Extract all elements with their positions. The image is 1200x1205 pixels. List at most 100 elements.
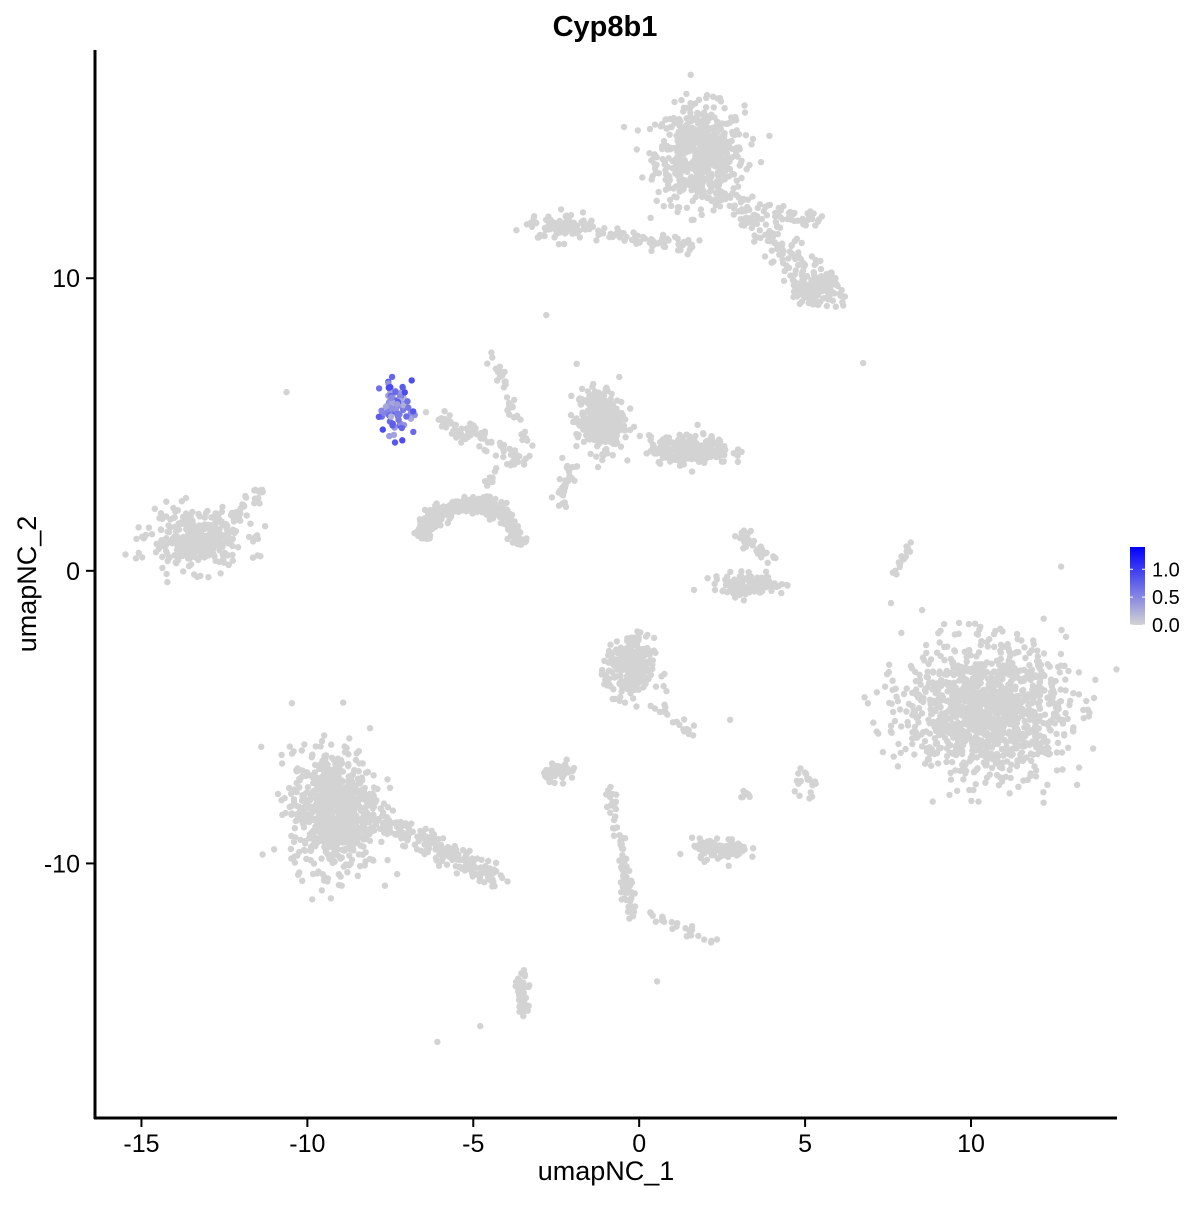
cell-point <box>252 486 259 493</box>
cell-point <box>122 551 129 558</box>
cell-point <box>755 580 762 588</box>
cell-point <box>679 459 686 466</box>
cell-point <box>723 573 731 580</box>
cell-point <box>889 708 897 716</box>
cell-point <box>947 655 955 663</box>
cell-point <box>795 249 802 256</box>
cell-point <box>1039 738 1046 746</box>
cell-point <box>428 525 436 533</box>
cell-point <box>568 474 575 482</box>
cell-point <box>689 178 697 185</box>
cell-point <box>219 503 226 511</box>
cell-point <box>330 805 338 813</box>
cell-point <box>562 482 569 489</box>
cell-point <box>368 803 375 810</box>
cell-point <box>1075 669 1083 676</box>
cell-point <box>696 118 703 125</box>
cell-point <box>651 121 659 128</box>
cell-point <box>616 373 623 381</box>
cell-point <box>301 840 309 847</box>
cell-point <box>744 530 752 537</box>
cell-point <box>558 223 566 230</box>
cell-point <box>135 549 142 557</box>
cell-point <box>706 139 713 146</box>
cell-point <box>988 660 995 667</box>
cell-point <box>319 786 327 794</box>
cell-point <box>955 619 963 627</box>
cell-point <box>690 722 698 729</box>
cell-point <box>984 718 991 725</box>
cell-point <box>677 437 685 444</box>
cell-point <box>666 196 674 204</box>
cell-point <box>650 647 657 654</box>
cell-point <box>614 225 621 232</box>
cell-point <box>255 494 262 502</box>
cell-point <box>621 699 629 706</box>
cell-point <box>973 766 980 774</box>
cell-point <box>651 450 658 457</box>
cell-point <box>660 137 668 145</box>
cell-point <box>494 377 501 384</box>
cell-point <box>1027 770 1034 777</box>
cell-point <box>1006 790 1013 797</box>
cell-point <box>954 787 961 794</box>
cell-point <box>333 845 341 852</box>
cell-point <box>484 360 491 367</box>
cell-point <box>500 445 507 453</box>
cell-point <box>340 821 348 829</box>
cell-point <box>317 743 324 750</box>
cell-point <box>972 733 979 740</box>
cell-point <box>762 584 769 591</box>
cell-point <box>362 849 369 856</box>
cell-point <box>795 261 802 269</box>
cell-point <box>585 397 593 405</box>
cell-point <box>362 803 370 810</box>
cell-point <box>956 695 963 702</box>
cell-point <box>671 98 678 106</box>
cell-point <box>800 283 808 291</box>
cell-point <box>356 862 364 870</box>
cell-point <box>596 403 603 410</box>
cell-point <box>778 241 786 249</box>
cell-point <box>911 751 918 758</box>
cell-point <box>987 754 994 761</box>
cell-point <box>1047 680 1055 687</box>
cell-point <box>647 214 654 221</box>
cell-point <box>938 697 946 704</box>
cell-point <box>1085 713 1093 720</box>
cell-point <box>565 216 573 224</box>
cell-point <box>710 93 717 100</box>
cell-point <box>622 659 630 666</box>
cell-point <box>334 829 342 836</box>
cell-point <box>601 225 608 232</box>
cell-point <box>1069 726 1077 733</box>
cell-point <box>343 829 350 836</box>
cell-point <box>1092 676 1099 683</box>
cell-point <box>504 461 511 468</box>
cell-point <box>327 895 335 902</box>
cell-point <box>1053 730 1060 738</box>
cell-point <box>346 852 353 859</box>
cell-point <box>864 700 872 707</box>
cell-point <box>329 850 336 858</box>
cell-point <box>176 538 184 545</box>
cell-point <box>947 776 955 783</box>
cell-point <box>775 582 782 590</box>
cell-point <box>195 510 202 518</box>
cell-point <box>951 647 958 654</box>
cell-point <box>1080 714 1087 722</box>
cell-point <box>735 208 742 215</box>
cell-point <box>774 223 781 230</box>
cell-point <box>666 458 674 465</box>
cell-point <box>1062 687 1069 694</box>
cell-point <box>634 127 641 134</box>
cell-point <box>633 146 640 153</box>
cell-point <box>501 378 508 386</box>
cell-point <box>311 770 318 777</box>
cell-point <box>135 524 142 531</box>
cell-point <box>450 427 457 434</box>
cell-point <box>311 761 319 769</box>
cell-point <box>711 143 719 151</box>
cell-point <box>618 409 625 417</box>
cell-point <box>971 620 979 627</box>
